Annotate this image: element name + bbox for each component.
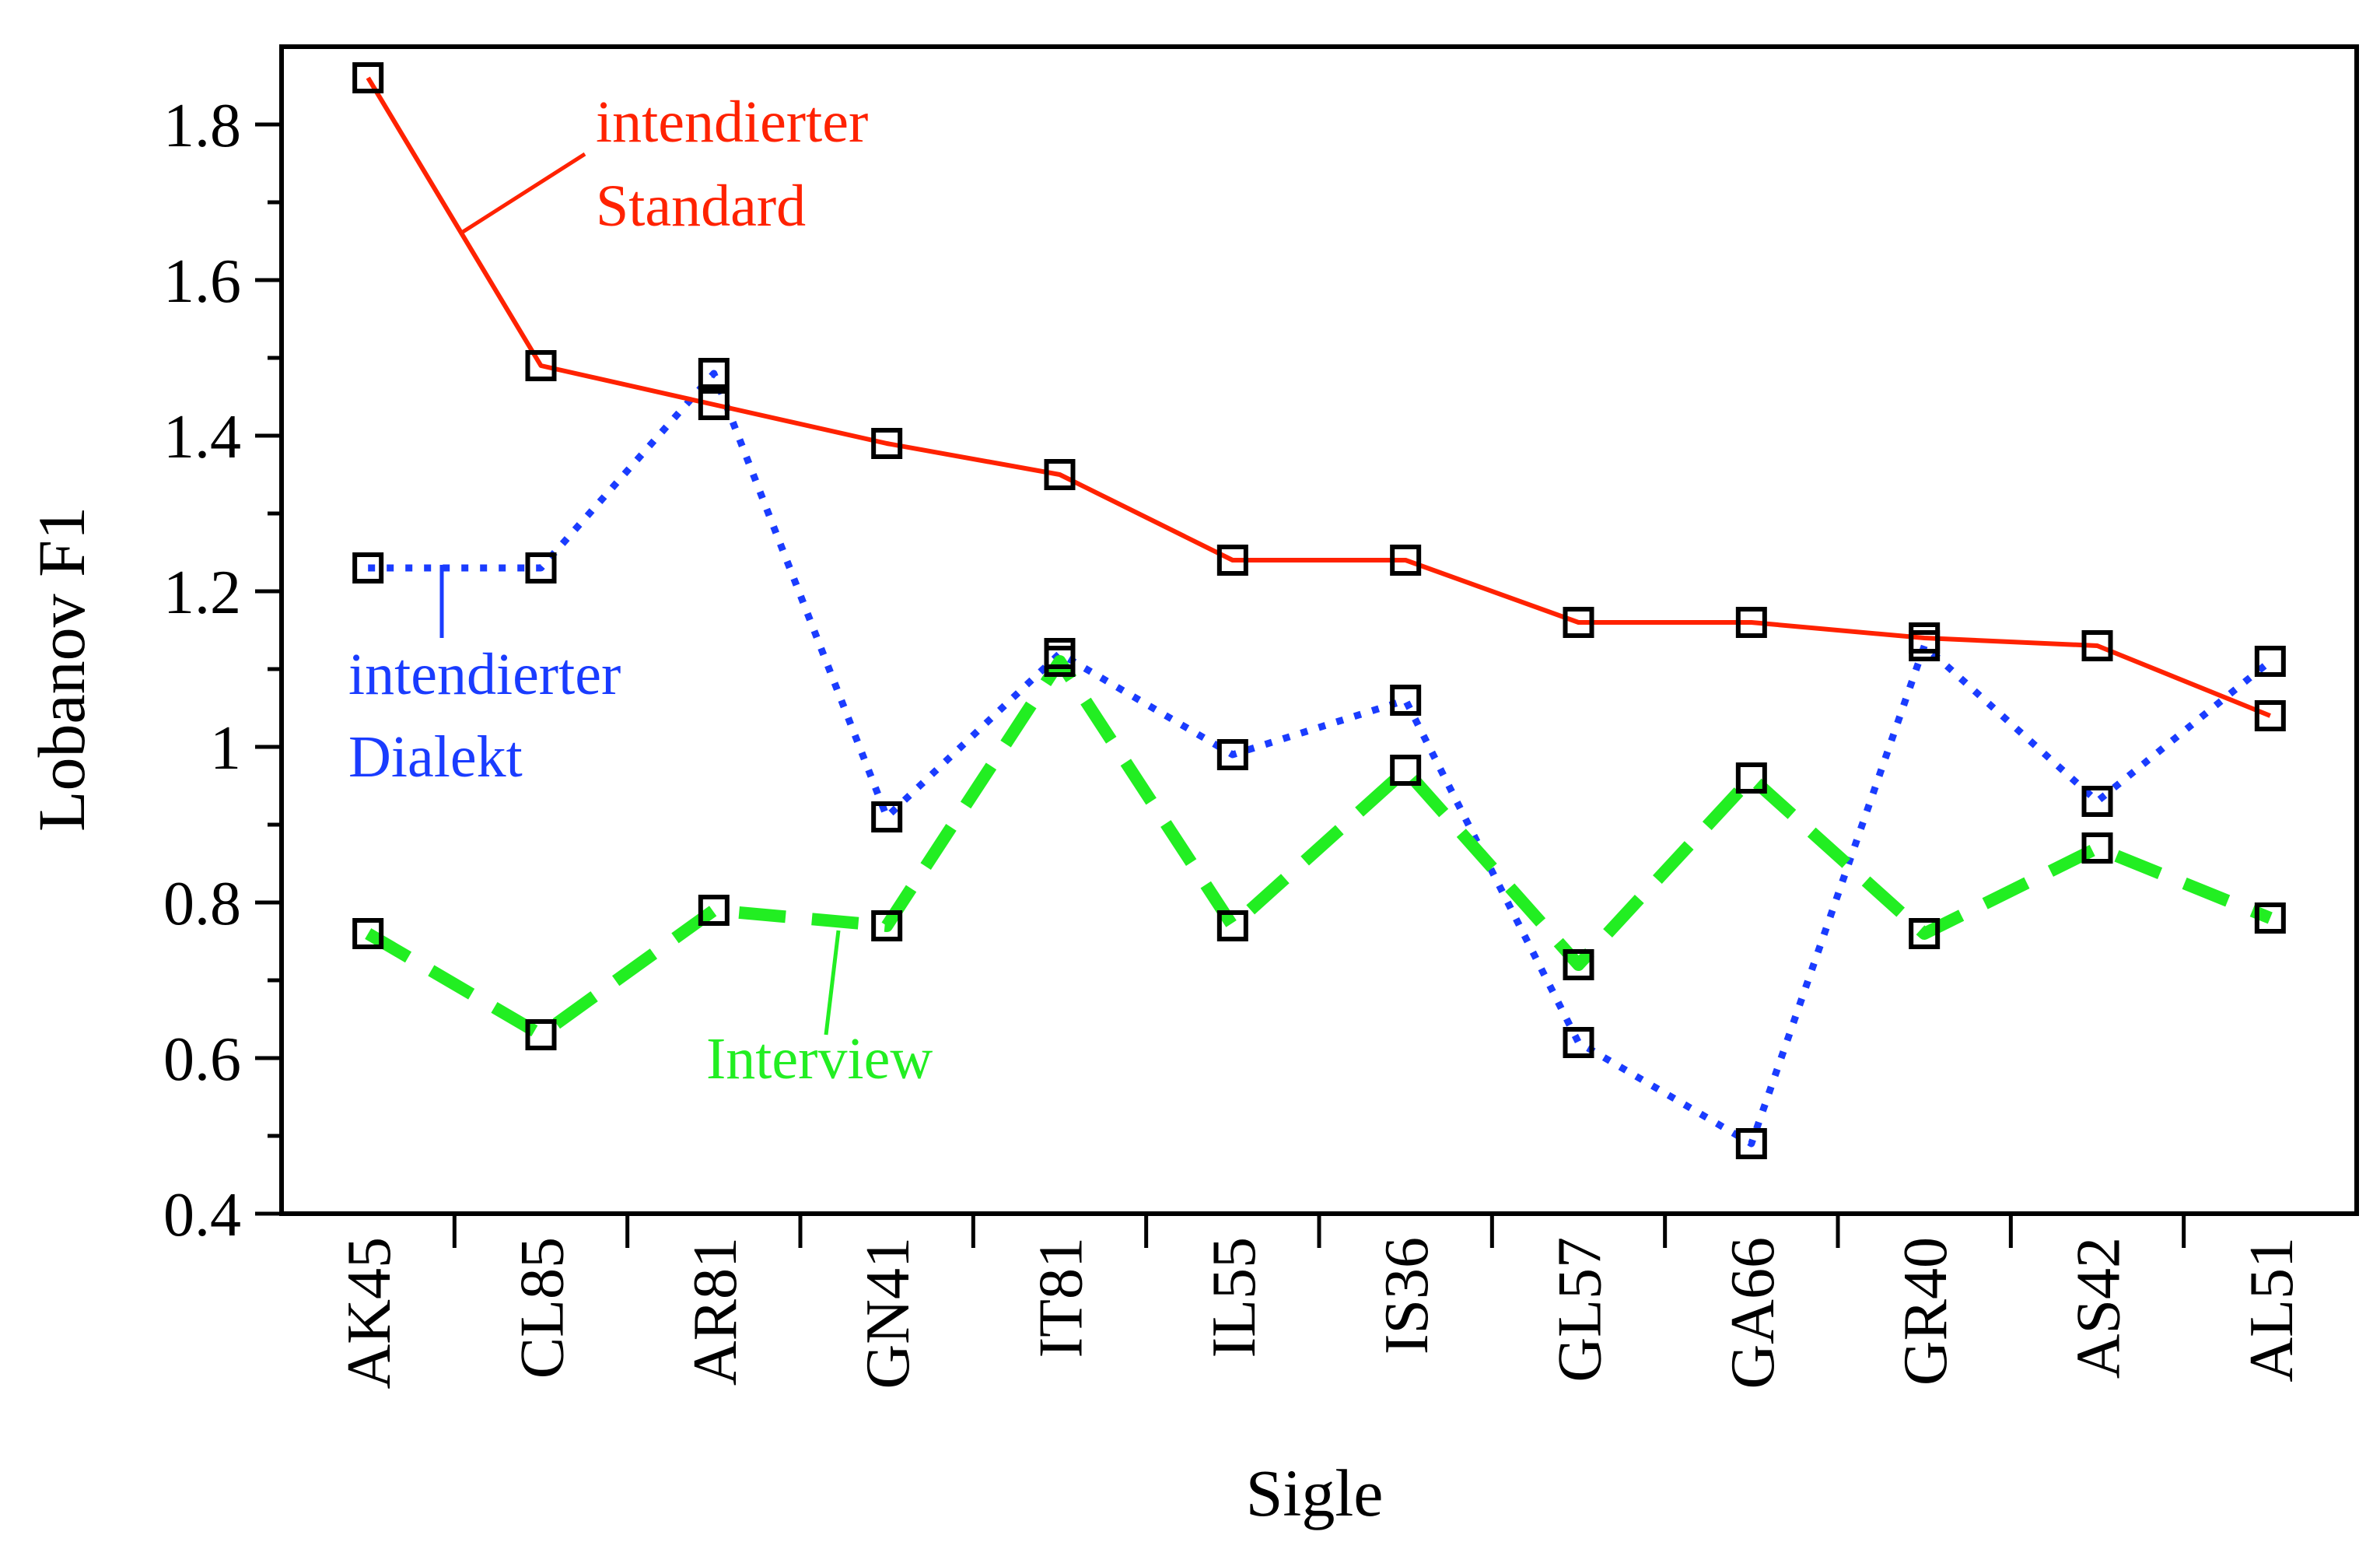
y-tick-label: 1.6 xyxy=(163,247,241,316)
x-tick-label: GN41 xyxy=(854,1237,922,1390)
data-point-marker xyxy=(2081,786,2113,817)
data-point-marker xyxy=(525,350,557,381)
series-label: intendierter xyxy=(596,89,868,155)
data-point-marker xyxy=(1390,685,1422,716)
series-label: Interview xyxy=(706,1026,933,1092)
data-point-marker xyxy=(2081,832,2113,864)
series-line xyxy=(365,655,2273,1041)
x-tick-label: GL57 xyxy=(1546,1237,1615,1383)
data-point-marker xyxy=(2254,902,2286,934)
series-line xyxy=(368,370,2273,1148)
data-point-marker xyxy=(1563,607,1594,638)
series-label: intendierter xyxy=(348,642,621,707)
series-labels: intendierter Standard intendierter Dialekt I… xyxy=(348,89,933,1092)
y-tick-label: 1.4 xyxy=(163,403,241,471)
data-point-marker xyxy=(1909,918,1941,949)
x-tick-label: GR40 xyxy=(1892,1237,1960,1386)
label-leader-line xyxy=(824,930,841,1036)
data-point-marker xyxy=(1216,545,1248,576)
data-point-marker xyxy=(1044,646,1076,677)
x-tick-label: AL51 xyxy=(2238,1237,2306,1383)
x-axis-title: Sigle xyxy=(1246,1456,1384,1530)
y-axis-title: Lobanov F1 xyxy=(24,506,99,832)
data-point-marker xyxy=(698,358,730,389)
data-point-marker xyxy=(352,552,384,584)
data-point-marker xyxy=(2254,646,2286,677)
y-tick-label: 0.6 xyxy=(163,1025,241,1094)
data-point-marker xyxy=(1563,949,1594,980)
x-axis: AK45 CL85 AR81 GN41 IT81 IL55 IS36 GL57 GA66 GR40… xyxy=(335,1214,2306,1390)
data-point-marker xyxy=(2254,700,2286,731)
y-tick-label: 1.2 xyxy=(163,559,241,627)
y-tick-label: 0.8 xyxy=(163,870,241,938)
data-point-marker xyxy=(1563,1027,1594,1058)
y-tick-label: 1.8 xyxy=(163,92,241,160)
x-tick-label: AR81 xyxy=(681,1237,750,1386)
x-tick-label: AS42 xyxy=(2065,1237,2133,1379)
data-point-marker xyxy=(1735,1128,1767,1159)
data-point-marker xyxy=(352,918,384,949)
x-tick-label: GA66 xyxy=(1719,1237,1787,1390)
data-point-marker xyxy=(1390,755,1422,786)
data-point-marker xyxy=(2081,630,2113,661)
x-tick-label: IL55 xyxy=(1200,1237,1269,1358)
data-point-marker xyxy=(1735,607,1767,638)
data-point-marker xyxy=(1390,545,1422,576)
plot-border xyxy=(279,44,2359,1216)
data-point-marker xyxy=(1735,762,1767,794)
series-line xyxy=(366,76,2271,718)
x-tick-label: IT81 xyxy=(1027,1237,1096,1358)
data-point-marker xyxy=(871,428,903,459)
label-leader-line xyxy=(459,152,586,236)
data-point-marker xyxy=(1909,630,1941,661)
x-tick-label: CL85 xyxy=(509,1237,577,1379)
data-point-marker xyxy=(698,389,730,420)
data-point-marker xyxy=(871,910,903,941)
data-point-marker xyxy=(1044,459,1076,490)
data-point-marker xyxy=(352,62,384,93)
series-label: Dialekt xyxy=(348,724,523,790)
data-point-marker xyxy=(525,1019,557,1050)
data-point-marker xyxy=(871,801,903,832)
y-tick-label: 0.4 xyxy=(163,1181,241,1249)
data-point-marker xyxy=(698,895,730,926)
plot-frame xyxy=(279,44,2359,1216)
data-point-marker xyxy=(525,552,557,584)
series-layer xyxy=(352,62,2286,1159)
x-tick-label: IS36 xyxy=(1373,1237,1441,1354)
series-label: Standard xyxy=(596,173,806,239)
y-axis: 0.4 0.6 0.8 1 1.2 1.4 1.6 1.8 xyxy=(163,92,282,1249)
data-point-marker xyxy=(1216,910,1248,941)
y-tick-label: 1 xyxy=(210,714,241,783)
x-tick-label: AK45 xyxy=(335,1237,404,1390)
data-point-marker xyxy=(1216,739,1248,770)
